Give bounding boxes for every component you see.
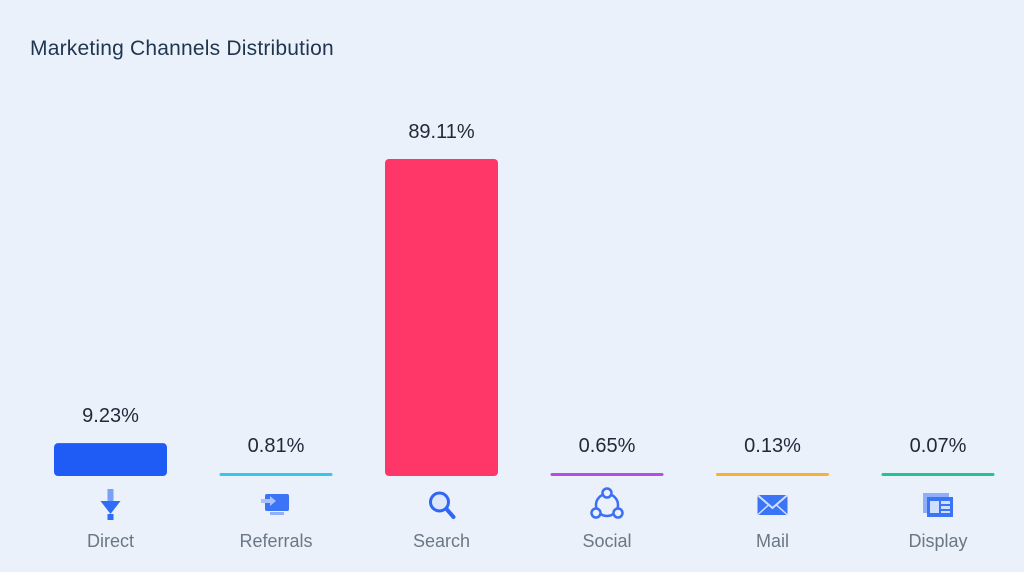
direct-arrow-icon	[100, 489, 121, 520]
bar-mail	[716, 473, 829, 476]
mail-icon	[756, 494, 789, 516]
bar-display	[881, 473, 995, 476]
social-icon	[590, 487, 624, 519]
value-label-direct: 9.23%	[82, 405, 139, 427]
category-label-mail: Mail	[756, 531, 789, 551]
category-label-direct: Direct	[87, 531, 134, 551]
category-label-referrals: Referrals	[239, 531, 312, 551]
value-label-social: 0.65%	[579, 435, 636, 457]
search-icon	[429, 491, 456, 519]
value-label-display: 0.07%	[910, 435, 967, 457]
chart-title: Marketing Channels Distribution	[30, 37, 334, 60]
referrals-icon	[261, 494, 289, 515]
value-label-search: 89.11%	[408, 121, 475, 143]
category-label-display: Display	[908, 531, 967, 551]
bar-social	[550, 473, 664, 476]
bar-direct	[54, 443, 167, 476]
category-label-search: Search	[413, 531, 470, 551]
category-label-social: Social	[582, 531, 631, 551]
value-label-referrals: 0.81%	[248, 435, 305, 457]
bar-referrals	[219, 473, 333, 476]
display-icon	[923, 493, 953, 517]
bar-search	[385, 159, 498, 476]
value-label-mail: 0.13%	[744, 435, 801, 457]
